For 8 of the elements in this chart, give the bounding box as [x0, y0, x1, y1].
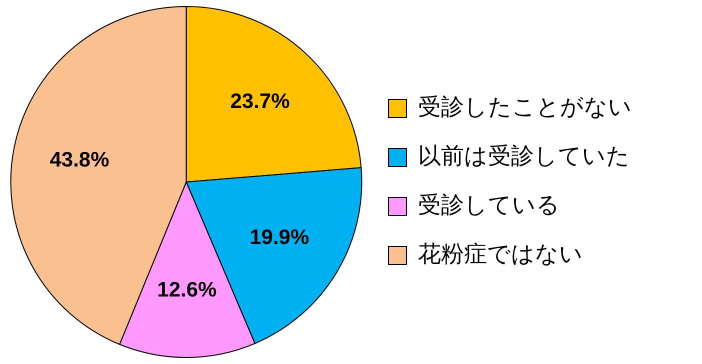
legend-label: 受診している — [418, 192, 560, 218]
data-label: 12.6% — [157, 278, 218, 302]
data-label: 19.9% — [250, 226, 310, 250]
data-label: 43.8% — [50, 148, 110, 172]
legend-label: 花粉症ではない — [418, 241, 583, 268]
legend-label: 受診したことがない — [418, 94, 632, 120]
legend-label: 以前は受診していた — [418, 143, 630, 170]
data-label: 23.7% — [230, 90, 290, 113]
